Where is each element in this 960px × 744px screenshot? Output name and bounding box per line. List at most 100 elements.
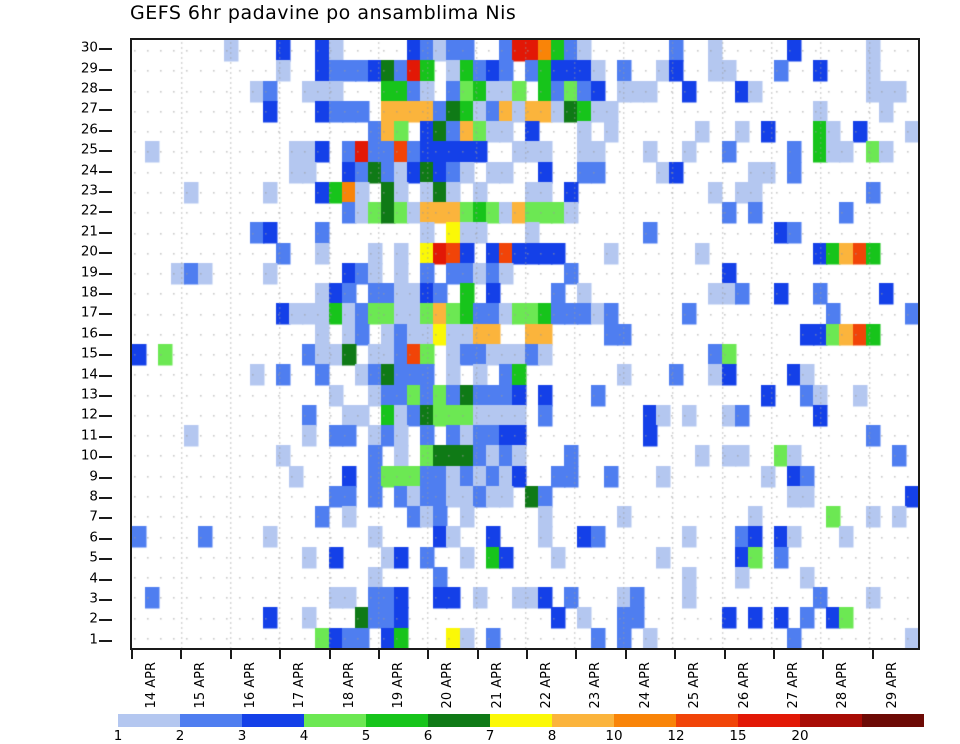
x-tick-label: 28 APR (835, 662, 851, 709)
y-tick-label: 2 (89, 610, 98, 627)
y-tick-mark (99, 68, 112, 71)
y-tick-label: 7 (89, 508, 98, 525)
y-tick-label: 9 (89, 467, 98, 484)
y-tick-label: 15 (80, 345, 98, 362)
y-tick-mark (99, 129, 112, 132)
y-tick-label: 11 (80, 427, 98, 444)
page-title: GEFS 6hr padavine po ansamblima Nis (130, 2, 517, 24)
colorbar-tick-label: 10 (605, 728, 623, 744)
x-tick-mark (772, 650, 775, 659)
x-tick-mark (822, 650, 825, 659)
y-tick-mark (99, 435, 112, 438)
y-tick-mark (99, 374, 112, 377)
x-tick-mark (180, 650, 183, 659)
y-tick-mark (99, 293, 112, 295)
y-tick-label: 8 (89, 488, 98, 505)
y-tick-mark (99, 537, 112, 540)
y-tick-mark (99, 517, 112, 520)
x-tick-label: 16 APR (242, 662, 258, 709)
x-axis: 14 APR 15 APR 16 APR 17 APR 18 APR 19 APR 20 A… (130, 650, 920, 710)
x-tick-label: 15 APR (193, 662, 209, 709)
y-tick-label: 24 (80, 161, 98, 178)
x-tick-mark (871, 650, 874, 659)
precipitation-heatmap (132, 40, 918, 648)
y-tick-mark (99, 272, 112, 275)
x-tick-label: 27 APR (785, 662, 801, 709)
y-tick-mark (99, 333, 112, 336)
colorbar-band-4 (304, 714, 366, 727)
x-tick-label: 18 APR (341, 662, 357, 709)
colorbar-band-3 (242, 714, 304, 727)
colorbar-band-2 (180, 714, 242, 727)
colorbar-band-10 (676, 714, 738, 727)
colorbar-tick-label: 7 (485, 728, 495, 744)
colorbar-band-9 (614, 714, 676, 727)
colorbar-legend: 1 2 3 4 5 6 7 8 10 12 15 20 (114, 714, 924, 744)
colorbar-tick-label: 3 (237, 728, 247, 744)
x-tick-mark (328, 650, 331, 659)
colorbar-tick-label: 5 (361, 728, 371, 744)
x-tick-mark (279, 650, 282, 659)
y-axis: 30 29 28 27 26 25 24 23 22 21 20 19 18 17 16 15 14 13 12 11… (0, 38, 130, 650)
colorbar-tick-label: 12 (667, 728, 685, 744)
y-tick-label: 17 (80, 304, 98, 321)
y-tick-label: 26 (80, 121, 98, 138)
y-tick-label: 28 (80, 80, 98, 97)
colorbar-tick-label: 8 (547, 728, 557, 744)
colorbar-tick-label: 1 (113, 728, 123, 744)
y-tick-label: 6 (89, 529, 98, 546)
colorbar-band-8 (552, 714, 614, 727)
x-tick-label: 17 APR (292, 662, 308, 709)
y-tick-label: 1 (89, 631, 98, 648)
y-tick-label: 14 (80, 365, 98, 382)
colorbar-band-5 (366, 714, 428, 727)
y-tick-label: 10 (80, 447, 98, 464)
y-tick-label: 22 (80, 202, 98, 219)
y-tick-label: 18 (80, 284, 98, 301)
x-tick-label: 21 APR (489, 662, 505, 709)
x-tick-mark (526, 650, 528, 659)
y-tick-label: 29 (80, 59, 98, 76)
colorbar-band-11 (738, 714, 800, 727)
x-tick-mark (131, 650, 133, 659)
y-tick-label: 25 (80, 141, 98, 158)
y-tick-mark (99, 619, 112, 622)
y-tick-label: 21 (80, 223, 98, 240)
y-tick-label: 20 (80, 243, 98, 260)
x-tick-label: 23 APR (588, 662, 604, 709)
colorbar-band-7 (490, 714, 552, 727)
colorbar-gradient (118, 714, 924, 727)
x-tick-label: 20 APR (440, 662, 456, 709)
x-tick-mark (723, 650, 726, 659)
y-tick-mark (99, 170, 112, 173)
x-tick-mark (476, 650, 479, 659)
y-tick-mark (99, 558, 112, 561)
y-tick-mark (99, 211, 112, 214)
y-tick-mark (99, 599, 112, 601)
y-tick-label: 16 (80, 325, 98, 342)
y-tick-mark (99, 231, 112, 234)
y-tick-mark (99, 89, 112, 91)
y-tick-mark (99, 476, 112, 479)
colorbar-tick-label: 6 (423, 728, 433, 744)
y-tick-label: 30 (80, 39, 98, 56)
x-tick-label: 25 APR (687, 662, 703, 709)
x-tick-mark (624, 650, 627, 659)
colorbar-tick-label: 4 (299, 728, 309, 744)
y-tick-label: 4 (89, 569, 98, 586)
y-tick-mark (99, 395, 112, 397)
colorbar-band-6 (428, 714, 490, 727)
y-tick-mark (99, 313, 112, 316)
x-tick-mark (427, 650, 430, 659)
y-tick-mark (99, 415, 112, 418)
x-tick-label: 24 APR (637, 662, 653, 709)
colorbar-band-12 (800, 714, 862, 727)
y-tick-label: 3 (89, 590, 98, 607)
colorbar-band-1 (118, 714, 180, 727)
x-tick-label: 19 APR (390, 662, 406, 709)
y-tick-mark (99, 109, 112, 112)
y-tick-label: 13 (80, 386, 98, 403)
y-tick-mark (99, 639, 112, 642)
x-tick-label: 26 APR (736, 662, 752, 709)
